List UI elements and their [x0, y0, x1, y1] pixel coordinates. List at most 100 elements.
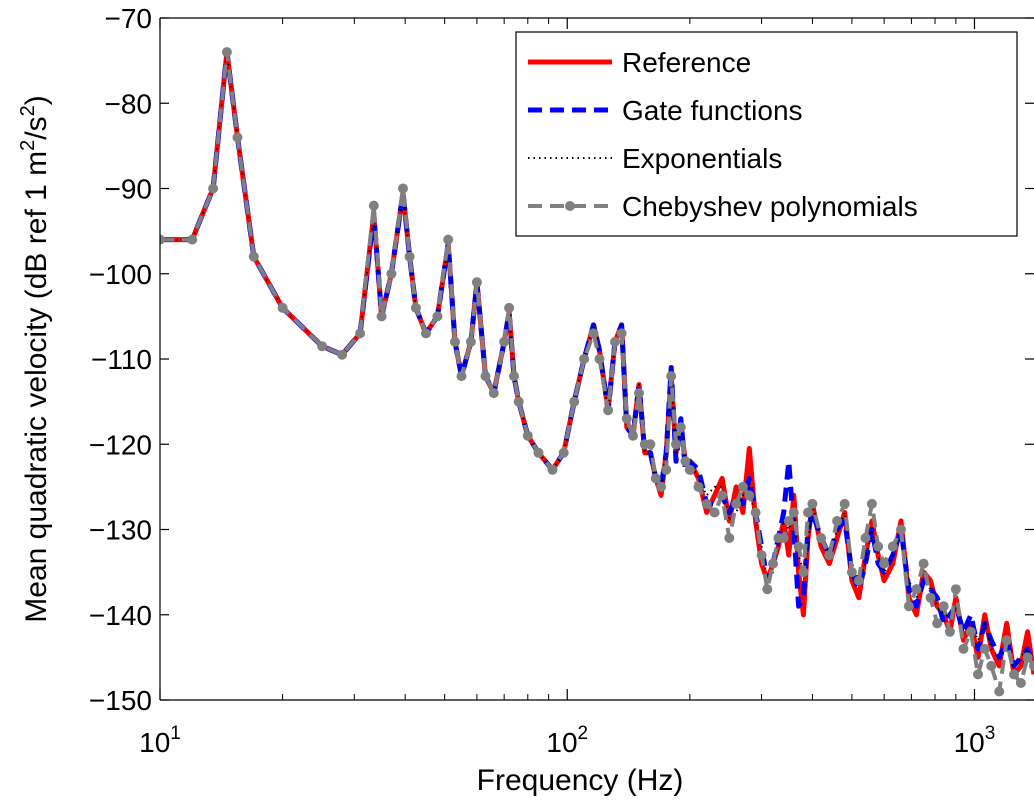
series-point-3-40: [621, 413, 632, 424]
series-point-3-84: [896, 524, 906, 535]
series-point-3-50: [675, 422, 686, 433]
series-point-3-7: [317, 341, 328, 352]
y-tick-label-0: −70: [105, 3, 153, 34]
y-axis-label-sup1: 2: [17, 140, 39, 151]
series-point-3-92: [950, 584, 961, 595]
series-point-3-67: [783, 516, 794, 526]
y-axis-label: Mean quadratic velocity (dB ref 1 m2/s2): [17, 95, 53, 622]
series-point-3-6: [277, 302, 288, 313]
y-axis-label-end: ): [20, 95, 53, 105]
x-axis-label: Frequency (Hz): [477, 764, 684, 797]
series-point-3-96: [979, 643, 990, 654]
series-point-3-76: [839, 498, 850, 509]
series-point-3-34: [579, 354, 590, 364]
series-point-3-2: [208, 183, 219, 194]
y-tick-label-2: −90: [105, 174, 153, 205]
series-point-3-58: [731, 498, 742, 509]
series-line-1: [160, 49, 1034, 669]
series-point-3-97: [986, 660, 997, 671]
series-point-3-23: [480, 371, 491, 382]
legend-item-3: Chebyshev polynomials: [528, 191, 918, 222]
series-point-3-91: [944, 626, 955, 637]
x-tick-label-1: 102: [546, 723, 588, 758]
series-point-3-55: [709, 507, 720, 518]
series-point-3-88: [925, 592, 936, 603]
legend-item-0: Reference: [528, 47, 751, 78]
series-point-3-42: [634, 388, 644, 399]
series-point-3-32: [558, 447, 569, 458]
series-point-3-19: [450, 336, 460, 347]
series-point-3-35: [588, 328, 599, 339]
series-3: [160, 47, 1034, 697]
series-point-3-45: [650, 473, 661, 484]
series-point-3-30: [533, 447, 544, 458]
series-point-3-44: [645, 439, 656, 450]
series-point-3-52: [684, 464, 695, 475]
series-point-3-10: [368, 200, 379, 211]
series-point-3-70: [798, 567, 809, 578]
series-point-3-82: [879, 558, 890, 569]
series-point-3-83: [887, 541, 898, 552]
series-point-3-53: [693, 481, 704, 492]
legend-label-0: Reference: [622, 47, 751, 78]
series-point-3-79: [860, 533, 871, 543]
series-point-3-101: [1015, 678, 1026, 688]
series-point-3-28: [513, 396, 524, 407]
series-point-3-64: [768, 558, 778, 569]
series-point-3-22: [471, 277, 482, 288]
series-point-3-68: [788, 507, 799, 518]
series-point-3-71: [803, 507, 813, 518]
x-tick-label-0: 101: [139, 723, 181, 758]
series-point-3-89: [932, 618, 943, 629]
series-point-3-69: [793, 541, 804, 552]
series-point-3-103: [1029, 660, 1034, 671]
series-point-3-5: [248, 251, 259, 262]
series-point-3-36: [594, 354, 605, 364]
series-point-3-99: [1001, 635, 1012, 646]
legend: Reference Gate functions Exponentials Cheby…: [515, 31, 1018, 237]
series-point-3-94: [965, 626, 976, 637]
series-point-3-49: [671, 439, 681, 450]
series-point-3-77: [846, 567, 857, 578]
series-point-3-51: [680, 456, 691, 467]
y-tick-label-6: −130: [89, 515, 152, 546]
y-tick-label-8: −150: [89, 685, 152, 716]
series-point-3-90: [938, 601, 949, 612]
series-point-3-73: [816, 533, 827, 543]
series-point-3-93: [958, 643, 969, 654]
series-point-3-41: [628, 430, 638, 441]
series-point-3-38: [610, 336, 620, 347]
series-point-3-56: [717, 490, 728, 501]
y-axis-label-sup2: 2: [17, 105, 39, 116]
series-point-3-54: [701, 498, 712, 509]
series-point-3-48: [666, 371, 677, 382]
series-point-3-98: [994, 686, 1005, 697]
series-point-3-11: [376, 311, 387, 322]
series-point-3-102: [1022, 652, 1033, 663]
series-point-3-87: [918, 558, 929, 569]
y-tick-label-3: −100: [89, 259, 152, 290]
y-axis-label-main: Mean quadratic velocity (dB ref 1 m: [20, 151, 53, 623]
y-tick-label-7: −140: [89, 600, 152, 631]
series-point-3-25: [499, 336, 510, 347]
tick-labels: −70 −80 −90 −100 −110 −120 −130 −140 −150 101 102 1…: [89, 3, 995, 758]
series-point-3-1: [187, 234, 198, 245]
series-point-3-86: [911, 584, 922, 595]
legend-items: Reference Gate functions Exponentials Cheby…: [528, 47, 918, 222]
y-tick-label-4: −110: [91, 344, 152, 375]
series-point-3-78: [853, 575, 864, 586]
series-point-3-75: [832, 516, 843, 526]
series-point-3-47: [661, 464, 672, 475]
y-axis-label-mid: /s: [20, 116, 53, 139]
series-point-3-4: [232, 132, 243, 143]
series-point-3-31: [547, 464, 558, 475]
legend-label-1: Gate functions: [622, 95, 803, 126]
series-point-3-12: [386, 268, 397, 279]
legend-box: [515, 31, 1018, 237]
series-layer: [160, 47, 1034, 697]
series-point-3-62: [756, 550, 767, 561]
y-tick-label-5: −120: [89, 429, 152, 460]
series-point-3-18: [443, 234, 454, 245]
series-point-3-57: [724, 533, 735, 543]
